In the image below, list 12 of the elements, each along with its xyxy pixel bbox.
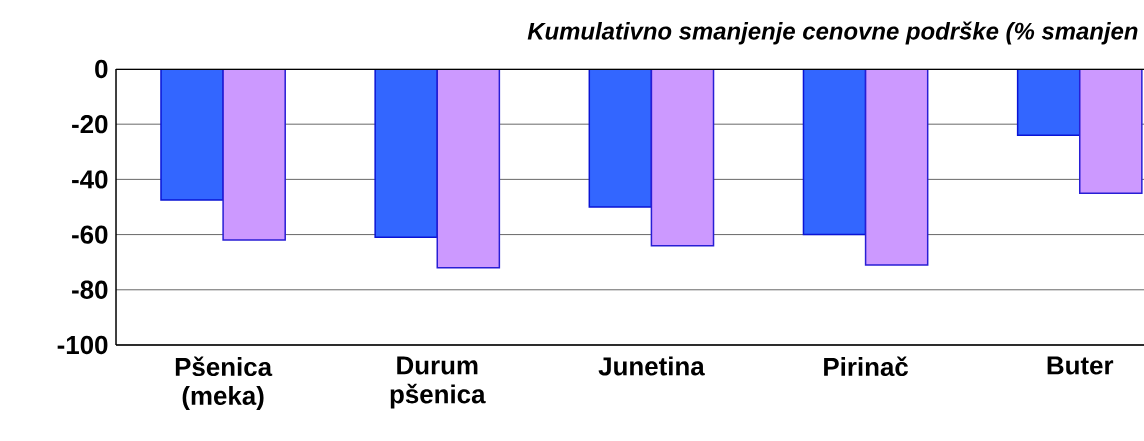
x-tick-label: Pirinač: [824, 356, 909, 377]
y-tick-label: 0: [95, 59, 108, 79]
y-tick-label: -20: [72, 115, 108, 134]
y-tick-label: -40: [72, 170, 108, 189]
x-tick-label: Junetina: [598, 356, 705, 376]
chart-title: Kumulativno smanjenje cenovne podrške (% smanjen: [527, 21, 1138, 45]
y-tick-label: -100: [57, 335, 108, 355]
y-tick-label: -60: [72, 225, 108, 244]
x-tick-label: Buter: [1047, 356, 1114, 375]
x-tick-label: Durum pšenica: [390, 356, 486, 409]
x-tick-label: Pšenica (meka): [175, 356, 273, 411]
y-tick-label: -80: [72, 280, 108, 299]
